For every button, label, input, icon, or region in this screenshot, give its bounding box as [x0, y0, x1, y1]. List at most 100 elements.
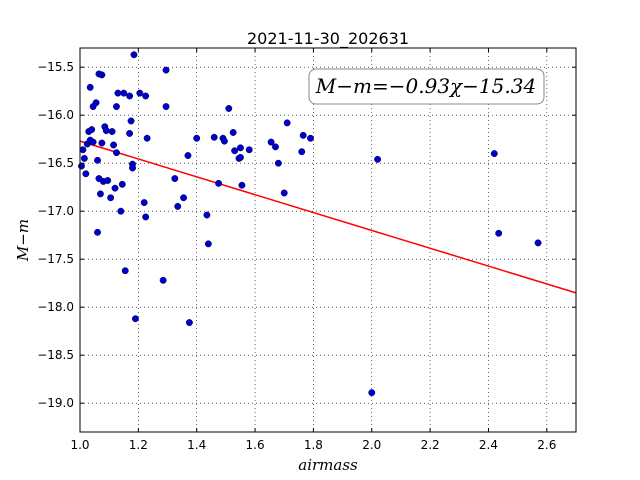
y-tick-label: −19.0	[37, 396, 74, 410]
data-point	[299, 131, 307, 139]
data-point	[203, 211, 211, 219]
data-point	[225, 105, 233, 112]
data-point	[283, 119, 291, 127]
data-point	[108, 128, 116, 135]
x-axis-label: airmass	[298, 456, 358, 474]
data-point	[374, 155, 382, 163]
data-point	[80, 154, 88, 162]
data-point	[534, 239, 542, 247]
data-point	[89, 138, 97, 146]
data-point	[495, 229, 503, 237]
x-tick-label: 1.2	[129, 438, 148, 452]
data-point	[96, 190, 104, 198]
x-tick-label: 2.0	[362, 438, 381, 452]
ticks-layer: 1.0 1.2 1.4 1.6 1.8 2.0 2.2 2.4 2.6 −15.5 −16.0 −16…	[37, 48, 576, 452]
data-point	[110, 141, 118, 149]
chart-title: 2021-11-30_202631	[247, 29, 409, 49]
data-point	[129, 164, 136, 172]
x-tick-label: 2.2	[421, 438, 440, 452]
x-tick-label: 1.6	[246, 438, 265, 452]
grid-layer	[79, 48, 576, 432]
data-point	[237, 153, 244, 161]
data-point	[267, 138, 275, 146]
data-point	[92, 99, 100, 107]
y-tick-label: −17.5	[37, 252, 74, 266]
data-point	[245, 146, 253, 154]
data-point	[159, 276, 167, 284]
data-point	[142, 92, 150, 100]
data-point	[94, 156, 101, 164]
y-tick-label: −15.5	[37, 60, 74, 74]
points-layer	[78, 51, 542, 397]
data-point	[215, 179, 223, 187]
data-point	[140, 199, 148, 207]
plot-frame	[79, 47, 577, 433]
data-point	[184, 152, 192, 159]
x-tick-label: 1.0	[70, 438, 89, 452]
data-point	[180, 194, 188, 202]
data-point	[111, 184, 119, 192]
data-point	[193, 134, 201, 142]
y-tick-label: −17.0	[37, 204, 74, 218]
data-point	[78, 162, 85, 170]
y-tick-label: −18.5	[37, 348, 74, 362]
data-point	[86, 83, 94, 91]
data-point	[298, 148, 306, 156]
data-point	[307, 134, 314, 142]
fit-layer	[79, 140, 577, 294]
data-point	[117, 207, 125, 215]
data-point	[136, 89, 144, 97]
data-point	[220, 137, 228, 145]
fit-annotation: M−m=−0.93χ−15.34	[308, 68, 545, 105]
data-point	[126, 92, 134, 100]
annotation-text: M−m=−0.93χ−15.34	[315, 74, 536, 98]
y-tick-label: −18.0	[37, 300, 74, 314]
data-point	[104, 177, 112, 184]
fit-line	[79, 140, 577, 294]
y-tick-label: −16.5	[37, 156, 74, 170]
data-point	[131, 315, 139, 323]
data-point	[272, 143, 279, 151]
data-point	[113, 149, 120, 157]
data-point	[98, 71, 106, 79]
data-point	[143, 134, 151, 142]
data-point	[174, 202, 182, 210]
data-point	[118, 180, 126, 188]
data-point	[130, 51, 138, 59]
data-point	[171, 175, 179, 183]
data-point	[102, 127, 110, 135]
data-point	[238, 181, 246, 189]
data-point	[127, 117, 135, 125]
data-point	[274, 159, 282, 167]
data-point	[368, 389, 376, 397]
data-point	[120, 89, 128, 97]
data-point	[185, 319, 193, 327]
y-tick-label: −16.0	[37, 108, 74, 122]
x-tick-label: 1.4	[187, 438, 206, 452]
data-point	[231, 147, 239, 155]
data-point	[113, 103, 120, 111]
data-point	[114, 89, 122, 97]
data-point	[204, 240, 212, 248]
data-point	[79, 146, 87, 154]
data-point	[210, 133, 218, 141]
data-point	[162, 66, 170, 74]
data-point	[88, 126, 96, 134]
data-point	[229, 129, 237, 136]
data-point	[121, 267, 129, 275]
annotation-box	[308, 68, 545, 105]
data-point	[126, 129, 134, 137]
data-point	[237, 144, 244, 152]
x-tick-label: 2.4	[479, 438, 498, 452]
data-point	[107, 194, 115, 202]
data-point	[94, 228, 101, 236]
y-axis-label: M−m	[14, 219, 32, 262]
data-point	[280, 189, 288, 197]
data-point	[82, 170, 90, 178]
x-tick-label: 2.6	[537, 438, 556, 452]
data-point	[490, 150, 498, 158]
x-tick-label: 1.8	[304, 438, 323, 452]
data-point	[162, 103, 170, 111]
data-point	[142, 213, 150, 221]
